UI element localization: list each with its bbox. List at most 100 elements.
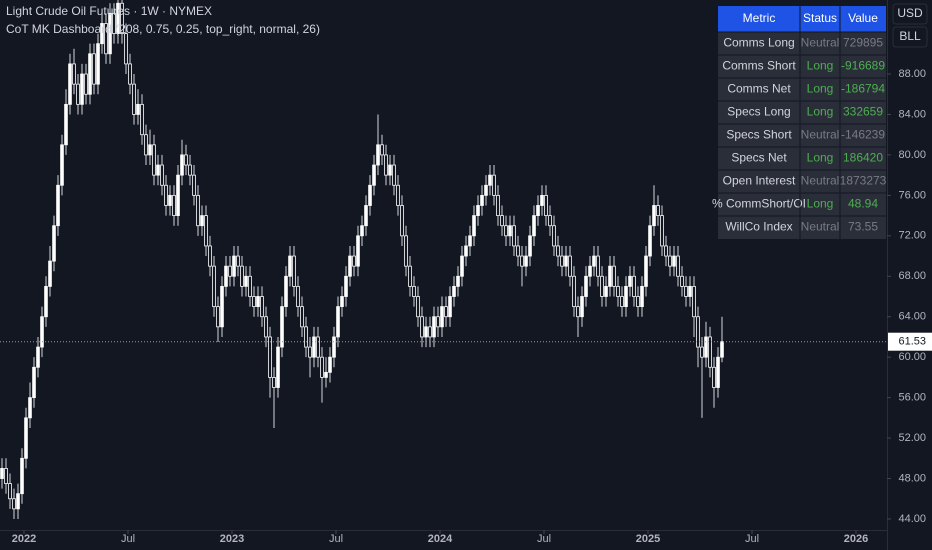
- candle-body: [620, 296, 624, 308]
- candle-body: [260, 296, 264, 318]
- candle-body: [356, 235, 360, 267]
- x-tick-label: 2026: [844, 533, 868, 545]
- candle-body: [280, 306, 284, 348]
- candle-body: [60, 144, 64, 186]
- candle-body: [600, 275, 604, 297]
- candle-body: [548, 215, 552, 227]
- candle-body: [52, 225, 56, 262]
- candle-body: [324, 371, 328, 378]
- metric: Specs Net: [731, 151, 787, 165]
- toolbar-button-label[interactable]: USD: [897, 6, 923, 20]
- candle-body: [556, 245, 560, 257]
- candle-body: [188, 164, 192, 176]
- candle-body: [32, 366, 36, 399]
- candle-body: [64, 103, 68, 146]
- toolbar-button[interactable]: [892, 3, 928, 25]
- x-tick-label: 2023: [220, 533, 244, 545]
- candle-body: [536, 205, 540, 217]
- candle-body: [300, 306, 304, 328]
- candle-body: [176, 174, 180, 217]
- candle-body: [588, 265, 592, 277]
- candle-body: [344, 275, 348, 297]
- y-tick-label: 48.00: [898, 472, 926, 484]
- status: Neutral: [801, 220, 840, 234]
- status: Neutral: [801, 36, 840, 50]
- candle-body: [332, 336, 336, 358]
- candle-body: [88, 53, 92, 95]
- candle-body: [96, 43, 100, 85]
- candle-body: [720, 341, 724, 358]
- candle-body: [92, 53, 96, 85]
- candle-body: [424, 326, 428, 338]
- candle-body: [628, 275, 632, 287]
- candle-body: [268, 336, 272, 378]
- plot: [0, 0, 887, 519]
- candle-body: [452, 285, 456, 297]
- value: 729895: [843, 36, 883, 50]
- candle-body: [264, 316, 268, 338]
- candle-body: [16, 493, 20, 510]
- candle-body: [372, 164, 376, 186]
- candle-body: [472, 215, 476, 237]
- candle-body: [364, 205, 368, 227]
- candle-body: [184, 154, 188, 166]
- candle-body: [576, 306, 580, 318]
- candle-body: [152, 144, 156, 176]
- candle-body: [604, 285, 608, 297]
- candle-body: [24, 417, 28, 459]
- candle-body: [476, 205, 480, 217]
- candle-body: [164, 184, 168, 206]
- candle-body: [216, 306, 220, 328]
- candle-body: [4, 468, 8, 484]
- candle-body: [80, 73, 84, 105]
- y-tick-label: 60.00: [898, 351, 926, 363]
- candle-body: [156, 164, 160, 176]
- toolbar-button[interactable]: [892, 26, 928, 48]
- y-tick-label: 68.00: [898, 270, 926, 282]
- candle-body: [700, 346, 704, 358]
- candle-body: [308, 346, 312, 358]
- x-tick-label: Jul: [329, 533, 343, 545]
- candle-body: [228, 265, 232, 277]
- candle-body: [48, 260, 52, 287]
- candle-body: [512, 225, 516, 247]
- candle-body: [584, 275, 588, 297]
- candle-body: [492, 174, 496, 196]
- candle-body: [412, 285, 416, 297]
- candle-body: [276, 346, 280, 388]
- candle-body: [672, 255, 676, 267]
- metric: Comms Short: [722, 59, 796, 73]
- candle-body: [20, 457, 24, 495]
- candle-body: [236, 255, 240, 267]
- y-tick-label: 88.00: [898, 68, 926, 80]
- status: Long: [807, 197, 834, 211]
- candle-body: [292, 255, 296, 287]
- candle-body: [448, 296, 452, 318]
- candle-body: [140, 103, 144, 136]
- candle-body: [284, 275, 288, 308]
- candle-body: [712, 366, 716, 388]
- candle-body: [480, 194, 484, 206]
- axes: 44.00 48.00 52.00 56.00 60.00 64.00 68.00 72.00…: [12, 68, 932, 545]
- table-header: Value: [848, 11, 878, 25]
- y-tick-label: 76.00: [898, 189, 926, 201]
- candle-body: [520, 255, 524, 267]
- candle-body: [552, 225, 556, 247]
- candle-body: [468, 235, 472, 247]
- candle-body: [76, 83, 80, 105]
- candle-body: [112, 12, 116, 34]
- y-tick-label: 52.00: [898, 432, 926, 444]
- value: 332659: [843, 105, 883, 119]
- candle-body: [68, 63, 72, 105]
- candle-body: [148, 144, 152, 156]
- candle-body: [656, 205, 660, 217]
- candle-body: [168, 194, 172, 206]
- candle-body: [116, 2, 120, 34]
- candle-body: [104, 23, 108, 55]
- status: Long: [807, 105, 834, 119]
- candle-body: [408, 265, 412, 287]
- candle-body: [624, 285, 628, 308]
- value: 186420: [843, 151, 883, 165]
- status: Long: [807, 151, 834, 165]
- toolbar-button-label[interactable]: BLL: [899, 29, 921, 43]
